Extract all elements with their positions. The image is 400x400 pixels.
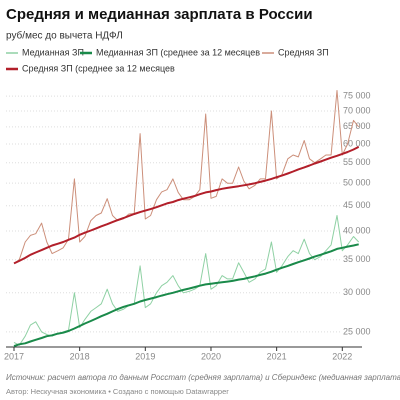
series-line (13, 90, 360, 264)
chart-title: Средняя и медианная зарплата в России (6, 6, 313, 23)
y-tick-label: 45 000 (343, 200, 371, 210)
x-tick-label: 2020 (201, 351, 221, 361)
y-tick-label: 50 000 (343, 178, 371, 188)
x-tick-label: 2018 (70, 351, 90, 361)
x-tick-label: 2022 (332, 351, 352, 361)
y-tick-label: 40 000 (343, 225, 371, 235)
byline: Автор: Нескучная экономика • Создано с п… (6, 387, 229, 396)
y-tick-label: 60 000 (343, 138, 371, 148)
legend-label: Медианная ЗП (среднее за 12 месяцев (96, 47, 260, 57)
y-tick-label: 75 000 (343, 91, 371, 101)
legend-label: Средняя ЗП (среднее за 12 месяцев (22, 63, 175, 73)
chart-subtitle: руб/мес до вычета НДФЛ (6, 30, 123, 42)
y-tick-label: 70 000 (343, 105, 371, 115)
series-line (13, 215, 360, 346)
legend-label: Медианная ЗП (22, 47, 84, 57)
x-tick-label: 2019 (135, 351, 155, 361)
y-tick-label: 65 000 (343, 121, 371, 131)
y-tick-label: 55 000 (343, 157, 371, 167)
y-tick-label: 25 000 (343, 326, 371, 336)
y-tick-label: 30 000 (343, 287, 371, 297)
series-line (13, 146, 360, 265)
y-tick-label: 35 000 (343, 254, 371, 264)
x-tick-label: 2017 (4, 351, 24, 361)
series-line (13, 243, 359, 348)
x-tick-label: 2021 (267, 351, 287, 361)
source-note: Источник: расчет автора по данным Росста… (6, 373, 400, 382)
legend-label: Средняя ЗП (278, 47, 329, 57)
